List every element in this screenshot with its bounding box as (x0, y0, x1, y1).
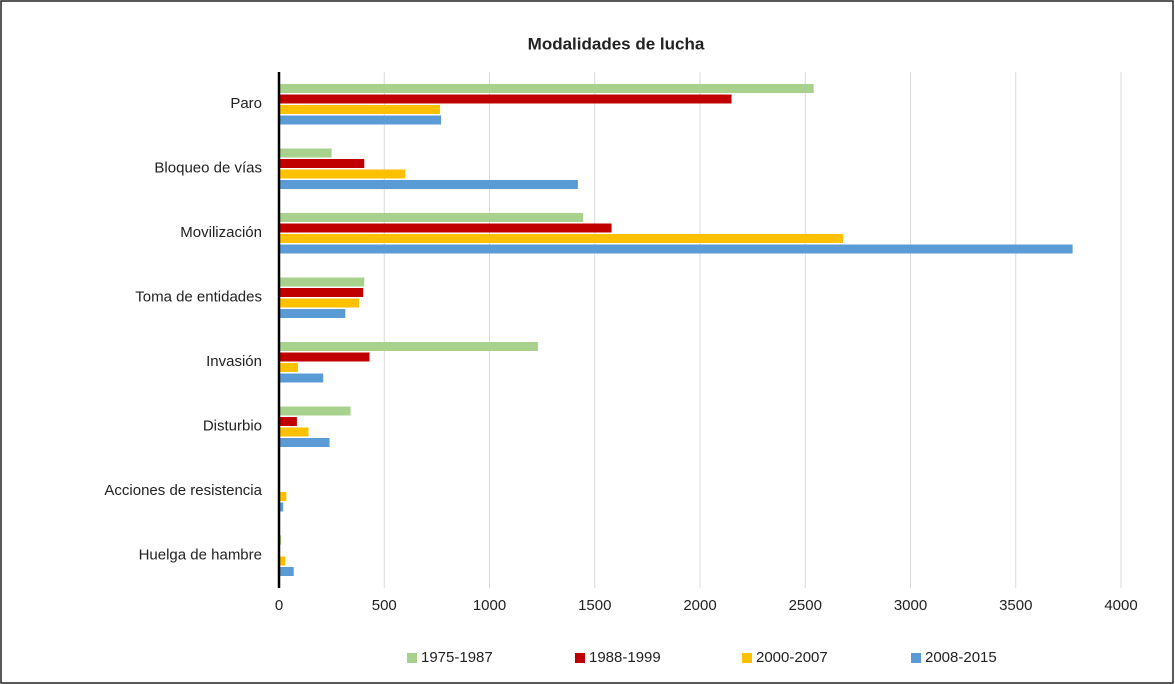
legend-swatch (742, 653, 752, 663)
bar (279, 180, 578, 189)
y-tick-label: Acciones de resistencia (104, 482, 262, 499)
bar (279, 309, 346, 318)
legend-swatch (575, 653, 585, 663)
x-tick-label: 4000 (1104, 597, 1137, 614)
bar (279, 417, 297, 426)
y-tick-label: Invasión (206, 353, 262, 370)
x-tick-label: 2000 (683, 597, 716, 614)
chart-title: Modalidades de lucha (528, 34, 705, 53)
bar (279, 234, 844, 243)
bar (279, 169, 406, 179)
legend-swatch (407, 653, 417, 663)
bar (279, 105, 441, 114)
bar (279, 556, 286, 566)
bar (279, 298, 359, 308)
legend-label: 2008-2015 (925, 649, 997, 666)
bar (279, 223, 612, 233)
bar (279, 427, 309, 437)
bar (279, 363, 298, 372)
bar (279, 373, 324, 383)
bar (279, 277, 365, 287)
bar (279, 213, 584, 222)
x-tick-label: 3500 (999, 597, 1032, 614)
bar (279, 115, 442, 125)
x-tick-label: 3000 (894, 597, 927, 614)
legend-label: 2000-2007 (756, 649, 828, 666)
bar (279, 438, 330, 447)
bar (279, 492, 287, 501)
bar (279, 244, 1073, 254)
bar (279, 567, 294, 576)
legend-label: 1975-1987 (421, 649, 493, 666)
bar (279, 94, 732, 104)
y-tick-label: Disturbio (203, 418, 262, 435)
x-tick-label: 1500 (578, 597, 611, 614)
x-tick-label: 0 (275, 597, 283, 614)
legend-swatch (911, 653, 921, 663)
x-tick-label: 500 (372, 597, 397, 614)
y-tick-label: Paro (230, 95, 262, 112)
bar (279, 342, 538, 351)
bar (279, 84, 814, 93)
x-tick-label: 1000 (473, 597, 506, 614)
bar (279, 502, 284, 512)
bar (279, 288, 364, 297)
x-tick-label: 2500 (789, 597, 822, 614)
bar (279, 148, 332, 158)
y-tick-label: Bloqueo de vías (154, 160, 262, 177)
y-tick-label: Movilización (180, 224, 262, 241)
bar (279, 406, 351, 416)
y-tick-label: Toma de entidades (135, 289, 262, 306)
y-tick-label: Huelga de hambre (139, 547, 262, 564)
bar (279, 159, 365, 168)
bar (279, 352, 370, 362)
legend-label: 1988-1999 (589, 649, 661, 666)
